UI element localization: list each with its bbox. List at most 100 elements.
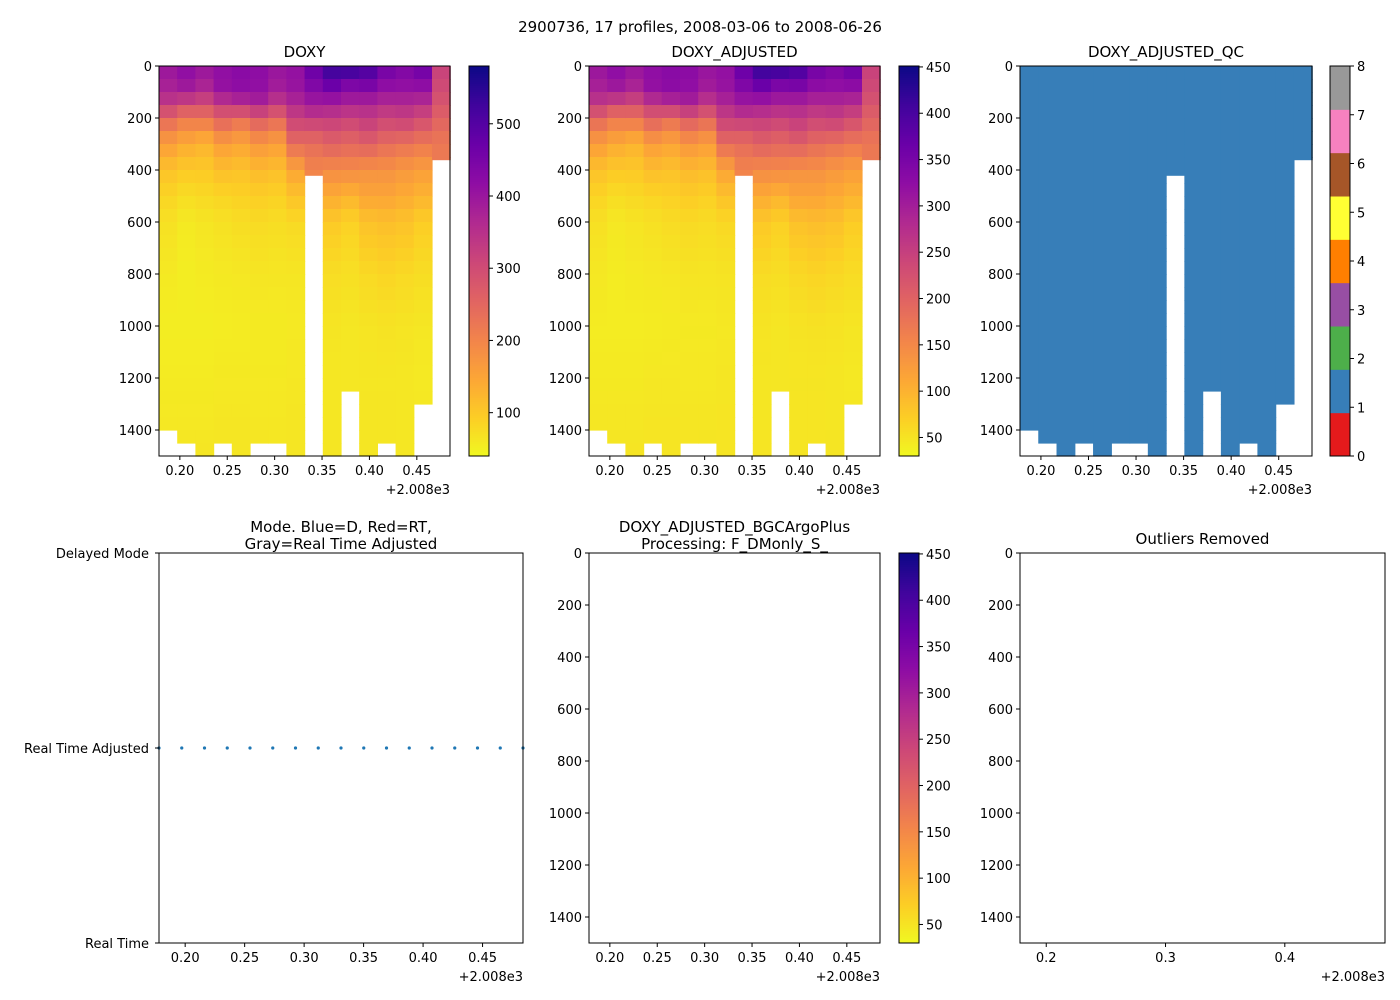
x-tick-label: 0.25 — [230, 951, 259, 966]
heatmap-cell — [1147, 131, 1167, 145]
heatmap-cell — [825, 352, 845, 366]
heatmap-cell — [231, 430, 251, 444]
heatmap-cell — [661, 365, 681, 379]
colorbar-segment — [899, 330, 919, 333]
heatmap-cell — [789, 313, 808, 327]
colorbar-segment — [899, 302, 919, 305]
heatmap-cell — [643, 79, 663, 93]
heatmap-cell — [770, 118, 790, 132]
heatmap-cell — [1129, 222, 1149, 236]
heatmap-cell — [716, 352, 736, 366]
heatmap-cell — [661, 417, 681, 431]
colorbar-segment — [899, 246, 919, 249]
colorbar-segment — [1330, 109, 1350, 154]
heatmap-cell — [340, 157, 360, 171]
colorbar-segment — [469, 380, 489, 383]
heatmap-cell — [752, 79, 772, 93]
heatmap-cell — [395, 391, 415, 405]
heatmap-cell — [322, 404, 342, 418]
colorbar-segment — [469, 194, 489, 197]
colorbar-segment — [899, 116, 919, 119]
colorbar-segment — [899, 807, 919, 810]
colorbar-segment — [899, 354, 919, 357]
colorbar-segment — [899, 108, 919, 111]
heatmap-cell — [734, 131, 754, 145]
heatmap-cell — [643, 261, 663, 275]
colorbar-segment — [899, 829, 919, 832]
heatmap-cell — [1257, 183, 1277, 197]
heatmap-cell — [1093, 261, 1112, 275]
heatmap-cell — [770, 248, 790, 262]
colorbar-segment — [469, 374, 489, 377]
heatmap-cell — [625, 300, 645, 314]
heatmap-cell — [322, 261, 342, 275]
heatmap-cell — [377, 365, 397, 379]
heatmap-cell — [340, 118, 360, 132]
heatmap-cell — [1184, 105, 1204, 119]
heatmap-cell — [250, 313, 269, 327]
colorbar-segment — [899, 833, 919, 836]
heatmap-cell — [1275, 183, 1295, 197]
colorbar-segment — [469, 124, 489, 127]
axes-frame — [588, 552, 881, 944]
heatmap-cell — [1074, 287, 1094, 301]
heatmap-cell — [698, 248, 717, 262]
colorbar-segment — [899, 689, 919, 692]
colorbar-segment — [899, 296, 919, 299]
heatmap-cell — [1129, 300, 1149, 314]
colorbar-segment — [469, 242, 489, 245]
heatmap-cell — [1202, 248, 1222, 262]
heatmap-cell — [752, 404, 772, 418]
heatmap-cell — [286, 287, 306, 301]
heatmap-cell — [752, 105, 772, 119]
colorbar-segment — [899, 144, 919, 147]
heatmap-cell — [1257, 79, 1277, 93]
heatmap-cell — [177, 365, 196, 379]
colorbar-segment — [899, 927, 919, 930]
heatmap-cell — [177, 157, 196, 171]
heatmap-cell — [1020, 365, 1039, 379]
heatmap-cell — [625, 352, 645, 366]
heatmap-cell — [770, 144, 790, 158]
heatmap-cell — [1147, 92, 1167, 106]
heatmap-cell — [213, 248, 233, 262]
y-tick-label: 1200 — [549, 859, 582, 874]
heatmap-cell — [1093, 248, 1112, 262]
heatmap-cell — [1074, 196, 1094, 210]
heatmap-cell — [825, 391, 845, 405]
colorbar-segment — [899, 641, 919, 644]
heatmap-cell — [589, 391, 608, 405]
colorbar-segment — [899, 617, 919, 620]
mode-point — [202, 746, 207, 750]
heatmap-cell — [789, 404, 808, 418]
heatmap-cell — [359, 391, 378, 405]
heatmap-cell — [195, 378, 215, 392]
colorbar-segment — [899, 408, 919, 411]
heatmap-cell — [1184, 391, 1204, 405]
colorbar-segment — [469, 326, 489, 329]
heatmap-cell — [1257, 443, 1277, 457]
colorbar-segment — [899, 68, 919, 71]
y-tick-label: 400 — [557, 651, 582, 666]
heatmap-cell — [752, 417, 772, 431]
colorbar-segment — [469, 290, 489, 293]
heatmap-cell — [195, 222, 215, 236]
colorbar-segment — [469, 162, 489, 165]
colorbar-segment — [899, 412, 919, 415]
heatmap-cell — [1220, 183, 1240, 197]
heatmap-cell — [322, 144, 342, 158]
heatmap-cell — [698, 79, 717, 93]
colorbar-segment — [899, 336, 919, 339]
heatmap-cell — [1147, 365, 1167, 379]
heatmap-cell — [1239, 157, 1258, 171]
heatmap-cell — [1074, 118, 1094, 132]
heatmap-cell — [1093, 92, 1112, 106]
heatmap-cell — [1220, 79, 1240, 93]
heatmap-cell — [698, 170, 717, 184]
colorbar-segment — [469, 86, 489, 89]
colorbar-segment — [899, 573, 919, 576]
y-tick-label: 1400 — [980, 424, 1013, 439]
heatmap-cell — [1020, 196, 1039, 210]
colorbar-tick-label: 200 — [926, 780, 951, 795]
